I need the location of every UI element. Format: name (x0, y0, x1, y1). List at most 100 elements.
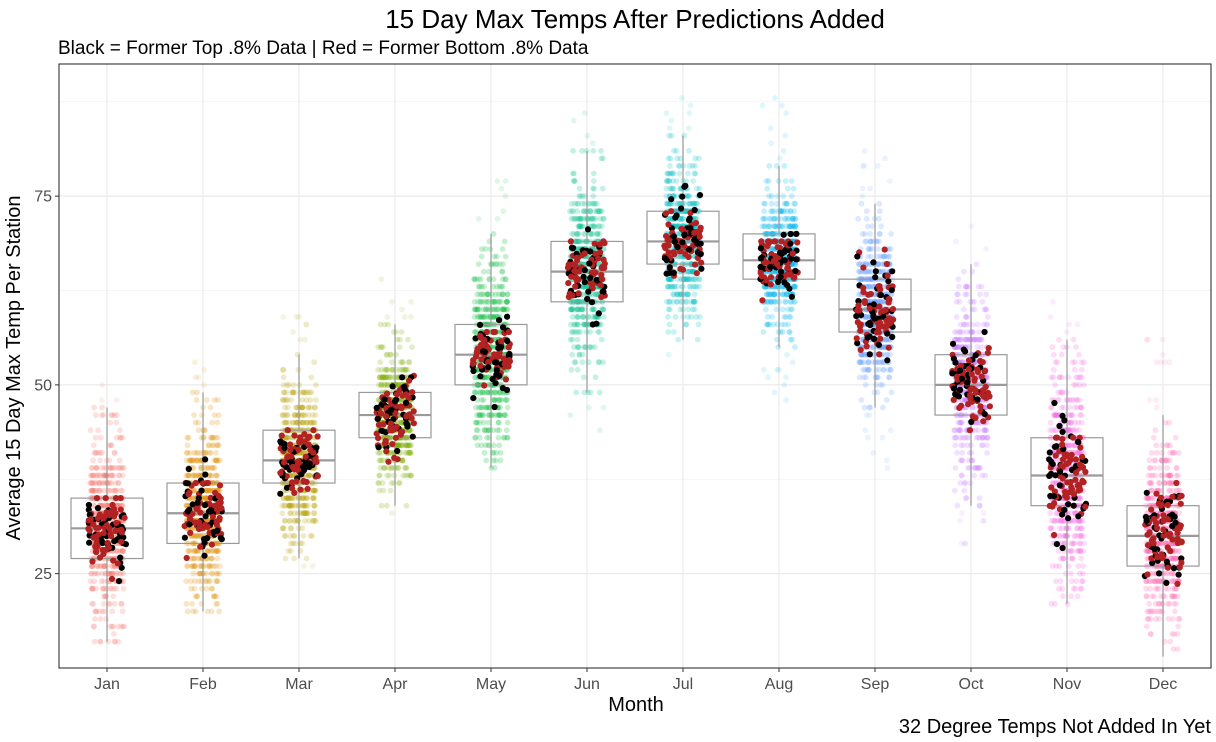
jitter-point (303, 321, 310, 328)
jitter-point (91, 623, 97, 630)
jitter-point (280, 314, 287, 320)
jitter-point (311, 517, 318, 524)
jitter-point (398, 419, 405, 426)
jitter-point (119, 608, 126, 615)
jitter-point (196, 472, 202, 479)
jitter-point (89, 563, 96, 569)
jitter-point (118, 570, 124, 577)
jitter-point (292, 540, 299, 547)
jitter-point (213, 593, 220, 600)
jitter-point (214, 434, 221, 441)
jitter-point (281, 397, 288, 403)
jitter-point (478, 253, 485, 260)
jitter-point (279, 502, 285, 509)
jitter-point (493, 298, 500, 305)
jitter-point (766, 215, 773, 222)
jitter-point (760, 215, 767, 222)
jitter-point (863, 208, 870, 215)
jitter-point (405, 449, 412, 456)
jitter-point (196, 533, 203, 539)
jitter-point (598, 336, 605, 343)
jitter-point (384, 382, 390, 388)
jitter-point (399, 359, 405, 366)
jitter-point (215, 397, 221, 403)
jitter-point (403, 502, 410, 509)
jitter-point (690, 276, 697, 283)
jitter-point (311, 502, 318, 509)
jitter-point (204, 608, 211, 615)
jitter-point (859, 185, 866, 192)
jitter-point (92, 608, 99, 615)
jitter-point (784, 200, 791, 207)
jitter-point (301, 510, 308, 517)
jitter-point (403, 465, 410, 471)
jitter-point (503, 427, 510, 434)
jitter-point (386, 374, 393, 381)
jitter-point (296, 314, 302, 320)
jitter-point (883, 397, 890, 403)
jitter-point (202, 495, 209, 501)
jitter-point (286, 502, 293, 509)
jitter-point (883, 457, 890, 464)
jitter-point (118, 465, 125, 471)
jitter-point (203, 495, 209, 501)
jitter-point (201, 449, 208, 456)
jitter-point (786, 215, 793, 222)
jitter-point (201, 382, 207, 388)
jitter-point (93, 465, 100, 471)
jitter-point (568, 366, 575, 373)
jitter-point (195, 419, 202, 426)
jitter-point (280, 525, 286, 532)
jitter-point (187, 457, 194, 464)
jitter-point (116, 570, 123, 577)
jitter-point (291, 517, 298, 524)
jitter-point (587, 389, 594, 396)
jitter-point (284, 434, 291, 441)
jitter-point (196, 472, 202, 479)
jitter-point (195, 570, 202, 577)
jitter-point (388, 510, 395, 517)
jitter-point (304, 495, 310, 501)
jitter-point (205, 487, 212, 494)
jitter-point (769, 246, 776, 252)
jitter-point (197, 457, 204, 464)
jitter-point (376, 382, 382, 388)
jitter-point (285, 495, 291, 501)
jitter-point (399, 457, 406, 464)
jitter-point (116, 465, 123, 471)
jitter-point (89, 472, 96, 479)
jitter-point (789, 359, 796, 366)
jitter-point (295, 412, 301, 418)
jitter-point (304, 419, 310, 426)
jitter-point (286, 495, 292, 501)
jitter-point (408, 472, 415, 479)
jitter-point (293, 314, 300, 320)
jitter-point (100, 585, 106, 592)
jitter-point (199, 585, 205, 592)
jitter-point (666, 306, 673, 313)
jitter-point (767, 125, 774, 132)
jitter-point (190, 457, 197, 464)
jitter-point (389, 366, 396, 373)
jitter-point (303, 321, 309, 328)
jitter-point (775, 208, 781, 215)
jitter-point (408, 427, 414, 434)
jitter-point (385, 465, 392, 471)
jitter-point (109, 465, 116, 471)
jitter-point (214, 578, 221, 585)
jitter-point (208, 608, 215, 615)
jitter-point (766, 163, 773, 169)
jitter-point (288, 472, 295, 479)
jitter-point (307, 472, 314, 479)
jitter-point (405, 442, 412, 449)
jitter-point (665, 351, 672, 358)
jitter-point (99, 404, 105, 411)
jitter-point (187, 548, 193, 554)
jitter-point (291, 495, 297, 501)
jitter-point (89, 585, 96, 592)
jitter-point (313, 517, 319, 524)
jitter-point (209, 570, 216, 577)
jitter-point (880, 404, 886, 411)
jitter-point (217, 457, 223, 464)
